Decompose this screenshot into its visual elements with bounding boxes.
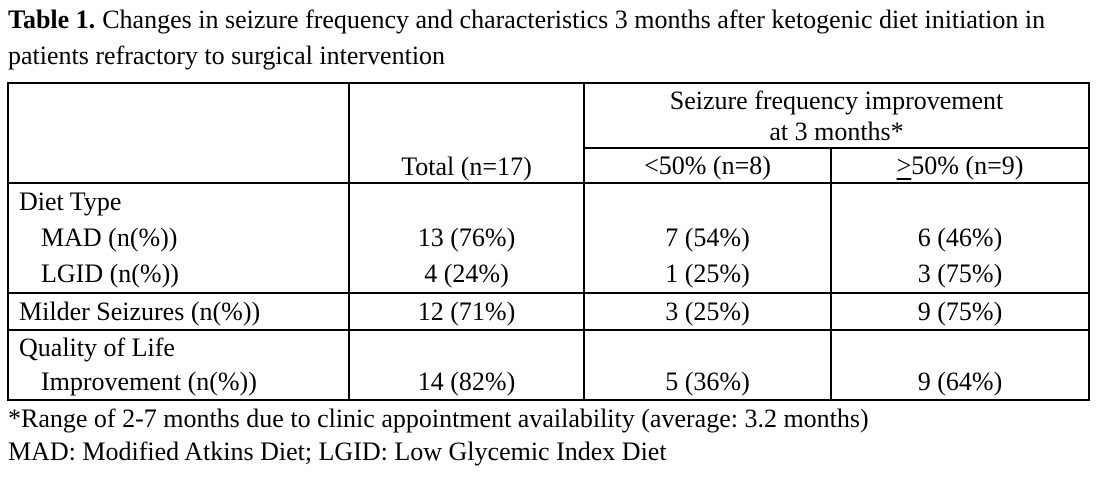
row-diet-type: Diet Type MAD (n(%)) LGID (n(%)) 13 (76%… bbox=[7, 182, 1090, 294]
header-col-gte50: >50% (n=9) bbox=[830, 147, 1090, 184]
mad-lt50: 7 (54%) bbox=[665, 223, 750, 252]
header-empty-cell bbox=[7, 82, 350, 184]
gte-rest: 50% (n=9) bbox=[911, 150, 1024, 180]
mad-label: MAD (n(%)) bbox=[41, 223, 178, 252]
lgid-total: 4 (24%) bbox=[424, 259, 509, 288]
milder-seizures-lt50: 3 (25%) bbox=[583, 292, 832, 331]
qol-total-cell: 14 (82%) bbox=[348, 329, 585, 401]
qol-gte50: 9 (64%) bbox=[917, 367, 1003, 396]
header-group-line2: at 3 months* bbox=[769, 116, 904, 146]
qol-lt50-cell: 5 (36%) bbox=[583, 329, 832, 401]
row-milder-seizures: Milder Seizures (n(%)) 12 (71%) 3 (25%) … bbox=[7, 292, 1090, 331]
footnotes: *Range of 2-7 months due to clinic appoi… bbox=[8, 402, 1093, 468]
diet-type-gte50-cell: 6 (46%) 3 (75%) bbox=[830, 182, 1090, 294]
mad-total: 13 (76%) bbox=[417, 223, 516, 252]
header-total-cell: Total (n=17) bbox=[348, 82, 585, 184]
qol-heading: Quality of Life bbox=[19, 333, 175, 362]
lgid-label: LGID (n(%)) bbox=[41, 259, 179, 288]
gte-symbol: > bbox=[896, 150, 912, 180]
diet-type-labels-cell: Diet Type MAD (n(%)) LGID (n(%)) bbox=[7, 182, 350, 294]
milder-seizures-gte50: 9 (75%) bbox=[830, 292, 1090, 331]
header-group-line1: Seizure frequency improvement bbox=[669, 85, 1004, 115]
table-caption: Table 1. Changes in seizure frequency and… bbox=[8, 2, 1084, 74]
milder-seizures-label: Milder Seizures (n(%)) bbox=[7, 292, 350, 331]
table-caption-label: Table 1. bbox=[8, 5, 96, 34]
header-row-group: Total (n=17) Seizure frequency improveme… bbox=[7, 82, 1090, 184]
header-group-cell: Seizure frequency improvement at 3 month… bbox=[583, 82, 1090, 149]
seizure-frequency-table: Total (n=17) Seizure frequency improveme… bbox=[7, 82, 1090, 401]
row-quality-of-life: Quality of Life Improvement (n(%)) 14 (8… bbox=[7, 329, 1090, 401]
footnote-abbreviations: MAD: Modified Atkins Diet; LGID: Low Gly… bbox=[8, 437, 667, 466]
diet-type-total-cell: 13 (76%) 4 (24%) bbox=[348, 182, 585, 294]
mad-gte50: 6 (46%) bbox=[917, 223, 1003, 252]
qol-gte50-cell: 9 (64%) bbox=[830, 329, 1090, 401]
lgid-lt50: 1 (25%) bbox=[665, 259, 750, 288]
qol-labels-cell: Quality of Life Improvement (n(%)) bbox=[7, 329, 350, 401]
qol-total: 14 (82%) bbox=[417, 367, 516, 396]
lgid-gte50: 3 (75%) bbox=[917, 259, 1003, 288]
qol-improvement-label: Improvement (n(%)) bbox=[41, 367, 257, 396]
header-col-lt50: <50% (n=8) bbox=[583, 147, 832, 184]
table-caption-text: Changes in seizure frequency and charact… bbox=[8, 5, 1046, 70]
qol-lt50: 5 (36%) bbox=[665, 367, 750, 396]
footnote-range: *Range of 2-7 months due to clinic appoi… bbox=[8, 404, 869, 433]
milder-seizures-total: 12 (71%) bbox=[348, 292, 585, 331]
header-row-sub: <50% (n=8) >50% (n=9) bbox=[8, 147, 1090, 184]
diet-type-lt50-cell: 7 (54%) 1 (25%) bbox=[583, 182, 832, 294]
diet-type-heading: Diet Type bbox=[19, 187, 122, 216]
